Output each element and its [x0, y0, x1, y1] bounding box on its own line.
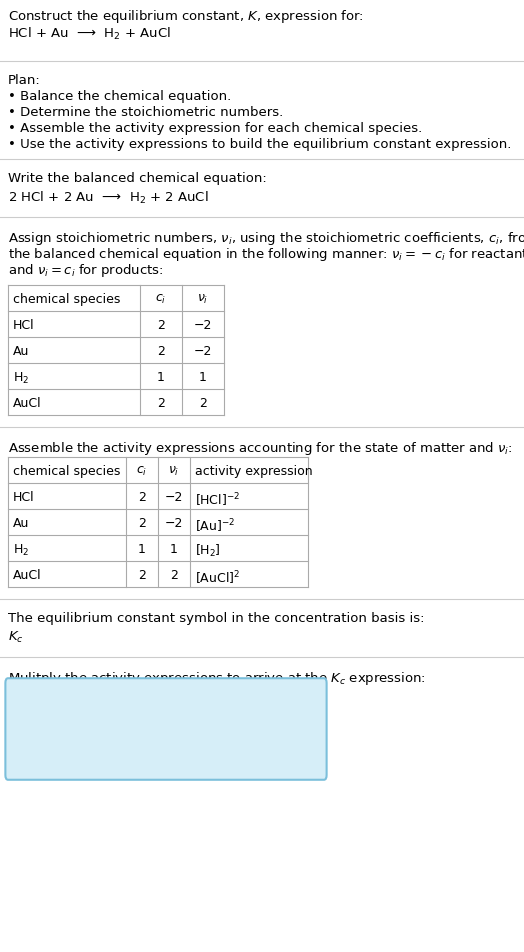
Text: • Assemble the activity expression for each chemical species.: • Assemble the activity expression for e…: [8, 122, 422, 135]
Text: −2: −2: [165, 516, 183, 529]
Text: chemical species: chemical species: [13, 292, 121, 306]
Text: −2: −2: [165, 490, 183, 504]
FancyBboxPatch shape: [5, 679, 326, 780]
Text: 1: 1: [157, 370, 165, 384]
Text: 2: 2: [157, 319, 165, 331]
Text: Au: Au: [13, 345, 29, 358]
Text: $\nu_i$: $\nu_i$: [168, 465, 180, 478]
Text: 2: 2: [199, 397, 207, 409]
Text: $c_i$: $c_i$: [156, 292, 167, 306]
Text: AuCl: AuCl: [13, 568, 41, 582]
Text: • Determine the stoichiometric numbers.: • Determine the stoichiometric numbers.: [8, 106, 283, 119]
Text: The equilibrium constant symbol in the concentration basis is:: The equilibrium constant symbol in the c…: [8, 611, 424, 625]
Text: [H$_2$]: [H$_2$]: [195, 543, 221, 559]
Text: $\nu_i$: $\nu_i$: [198, 292, 209, 306]
Text: [HCl]$^{-2}$: [HCl]$^{-2}$: [195, 490, 240, 508]
Text: $K_c$: $K_c$: [8, 629, 24, 645]
Text: the balanced chemical equation in the following manner: $\nu_i = -c_i$ for react: the balanced chemical equation in the fo…: [8, 246, 524, 263]
Text: chemical species: chemical species: [13, 465, 121, 478]
Text: 2: 2: [138, 516, 146, 529]
Text: Assign stoichiometric numbers, $\nu_i$, using the stoichiometric coefficients, $: Assign stoichiometric numbers, $\nu_i$, …: [8, 229, 524, 247]
Text: Construct the equilibrium constant, $K$, expression for:: Construct the equilibrium constant, $K$,…: [8, 8, 364, 25]
Text: Assemble the activity expressions accounting for the state of matter and $\nu_i$: Assemble the activity expressions accoun…: [8, 440, 512, 457]
Text: Au: Au: [13, 516, 29, 529]
Text: Answer:: Answer:: [16, 691, 69, 704]
Text: HCl: HCl: [13, 319, 35, 331]
Text: 2: 2: [157, 345, 165, 358]
Text: [AuCl]$^2$: [AuCl]$^2$: [195, 568, 240, 585]
Text: 2 HCl + 2 Au  ⟶  H$_2$ + 2 AuCl: 2 HCl + 2 Au ⟶ H$_2$ + 2 AuCl: [8, 189, 209, 206]
Text: Write the balanced chemical equation:: Write the balanced chemical equation:: [8, 171, 267, 185]
Text: Mulitply the activity expressions to arrive at the $K_c$ expression:: Mulitply the activity expressions to arr…: [8, 669, 426, 686]
Text: • Balance the chemical equation.: • Balance the chemical equation.: [8, 89, 231, 103]
Text: HCl: HCl: [13, 490, 35, 504]
Text: 2: 2: [157, 397, 165, 409]
Text: AuCl: AuCl: [13, 397, 41, 409]
Text: H$_2$: H$_2$: [13, 370, 29, 386]
Text: 1: 1: [138, 543, 146, 555]
Text: H$_2$: H$_2$: [13, 543, 29, 558]
Text: 1: 1: [199, 370, 207, 384]
Text: $K_c = \mathregular{[HCl]}^{-2}\,\mathregular{[Au]}^{-2}\,\mathregular{[H_2]}\,\: $K_c = \mathregular{[HCl]}^{-2}\,\mathre…: [12, 715, 320, 755]
Text: [Au]$^{-2}$: [Au]$^{-2}$: [195, 516, 235, 534]
Text: −2: −2: [194, 345, 212, 358]
Text: 2: 2: [138, 568, 146, 582]
Text: −2: −2: [194, 319, 212, 331]
Text: 2: 2: [138, 490, 146, 504]
Text: and $\nu_i = c_i$ for products:: and $\nu_i = c_i$ for products:: [8, 262, 163, 279]
Text: activity expression: activity expression: [195, 465, 313, 478]
Text: • Use the activity expressions to build the equilibrium constant expression.: • Use the activity expressions to build …: [8, 138, 511, 150]
Text: HCl + Au  ⟶  H$_2$ + AuCl: HCl + Au ⟶ H$_2$ + AuCl: [8, 26, 171, 42]
Text: Plan:: Plan:: [8, 74, 41, 87]
Text: 1: 1: [170, 543, 178, 555]
Text: $c_i$: $c_i$: [136, 465, 148, 478]
Text: 2: 2: [170, 568, 178, 582]
